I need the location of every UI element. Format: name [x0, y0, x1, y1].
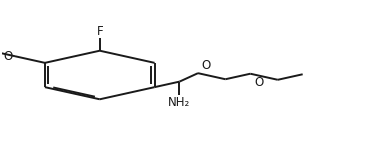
Text: NH₂: NH₂	[168, 96, 191, 109]
Text: F: F	[96, 25, 103, 38]
Text: O: O	[254, 76, 264, 89]
Text: O: O	[202, 59, 211, 72]
Text: O: O	[4, 50, 13, 63]
